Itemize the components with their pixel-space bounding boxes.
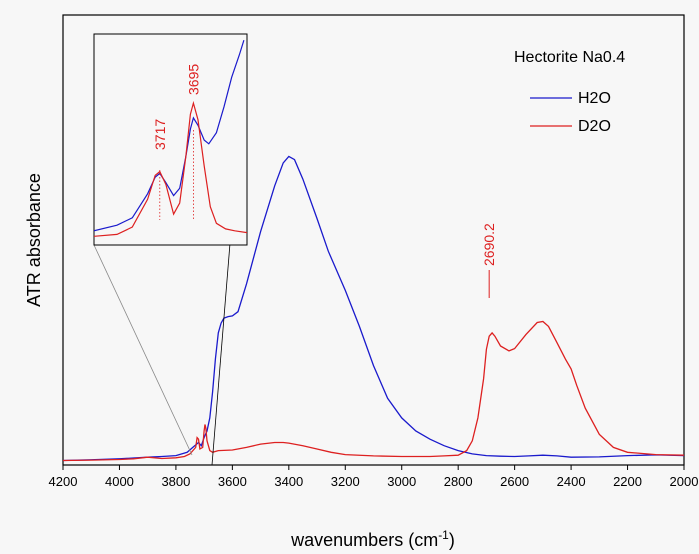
x-axis-title: wavenumbers (cm-1) xyxy=(290,528,455,550)
x-axis-title-main: wavenumbers (cm xyxy=(290,530,438,550)
x-tick-label: 4000 xyxy=(105,474,134,489)
zoom-line-left xyxy=(93,244,193,456)
series-lines xyxy=(62,155,685,462)
x-tick-label: 2000 xyxy=(670,474,699,489)
inset-annotations: 3717 3695 xyxy=(152,64,201,220)
x-axis-title-close: ) xyxy=(449,530,455,550)
peak-annotations: 2690.2 xyxy=(481,223,497,298)
x-axis-title-sup: -1 xyxy=(438,528,449,542)
x-tick-label: 3800 xyxy=(161,474,190,489)
x-tick-label: 3600 xyxy=(218,474,247,489)
x-tick-label: 3200 xyxy=(331,474,360,489)
x-tick-label: 4200 xyxy=(49,474,78,489)
series-line-d2o xyxy=(62,320,685,462)
x-tick-label: 2800 xyxy=(444,474,473,489)
series-line-h2o xyxy=(62,155,685,462)
inset-series-line-h2o xyxy=(94,40,245,232)
inset-annotation-label: 3717 xyxy=(152,119,168,150)
inset-series-lines xyxy=(94,40,247,237)
legend-title: Hectorite Na0.4 xyxy=(514,49,625,66)
x-tick-label: 2200 xyxy=(613,474,642,489)
inset-annotation-label: 3695 xyxy=(185,64,201,95)
inset-plot: 3717 3695 xyxy=(93,33,248,246)
annotation-label: 2690.2 xyxy=(481,223,497,266)
legend-label-d2o: D2O xyxy=(578,118,611,135)
x-tick-label: 3000 xyxy=(387,474,416,489)
inset-frame xyxy=(93,33,248,246)
x-tick-label: 2400 xyxy=(557,474,586,489)
inset-series-line-d2o xyxy=(94,100,247,237)
x-tick-label: 3400 xyxy=(274,474,303,489)
legend-label-h2o: H2O xyxy=(578,90,611,107)
y-axis-title: ATR absorbance xyxy=(24,173,44,307)
x-axis-ticks: 4200 4000 3800 3600 3400 3200 3000 2800 2600 2400… xyxy=(49,465,699,489)
x-tick-label: 2600 xyxy=(500,474,529,489)
legend: Hectorite Na0.4 H2O D2O xyxy=(514,49,625,135)
